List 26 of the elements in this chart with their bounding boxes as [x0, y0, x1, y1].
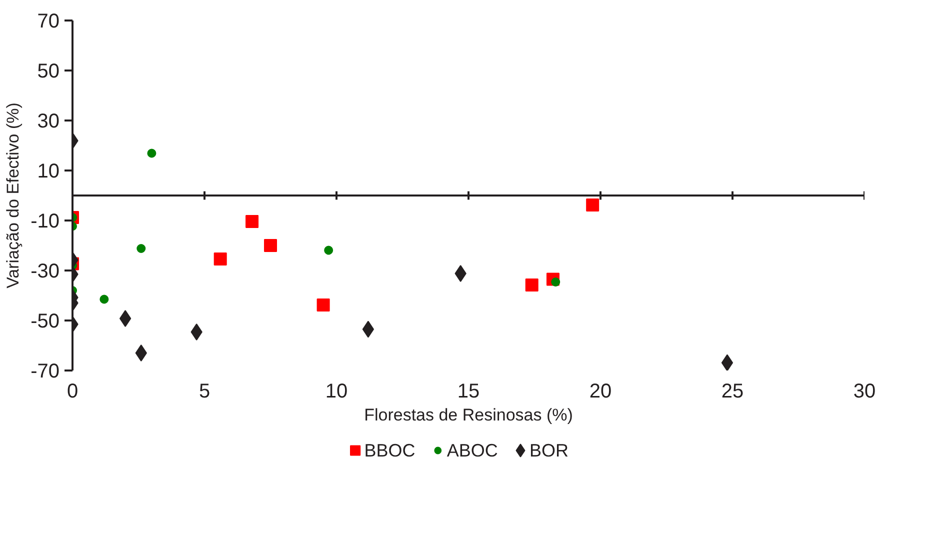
x-tick-label: 30 — [853, 380, 876, 402]
legend-label: BBOC — [364, 440, 416, 460]
y-axis-title: Variação do Efectivo (%) — [4, 102, 23, 288]
x-tick-label: 25 — [721, 380, 744, 402]
x-tick-label: 10 — [325, 380, 348, 402]
point — [316, 298, 330, 312]
x-tick-label: 5 — [198, 380, 210, 402]
y-tick-label: -10 — [30, 210, 60, 232]
point — [525, 278, 538, 292]
y-tick-label: -30 — [30, 260, 60, 282]
legend-label: BOR — [529, 440, 568, 460]
legend-label: ABOC — [446, 440, 498, 460]
point — [586, 198, 600, 212]
y-tick-label: -50 — [30, 310, 60, 332]
point — [264, 239, 277, 252]
y-tick-label: 70 — [37, 10, 60, 32]
x-axis-title: Florestas de Resinosas (%) — [364, 406, 573, 424]
x-tick-label: 20 — [589, 380, 612, 402]
point — [324, 246, 334, 255]
y-tick-label: -70 — [30, 360, 60, 382]
y-tick-label: 10 — [37, 160, 60, 182]
y-tick-label: 50 — [37, 60, 60, 82]
x-tick-label: 15 — [457, 380, 480, 402]
point — [246, 215, 259, 228]
y-tick-label: 30 — [37, 110, 60, 132]
x-tick-label: 0 — [66, 380, 78, 402]
